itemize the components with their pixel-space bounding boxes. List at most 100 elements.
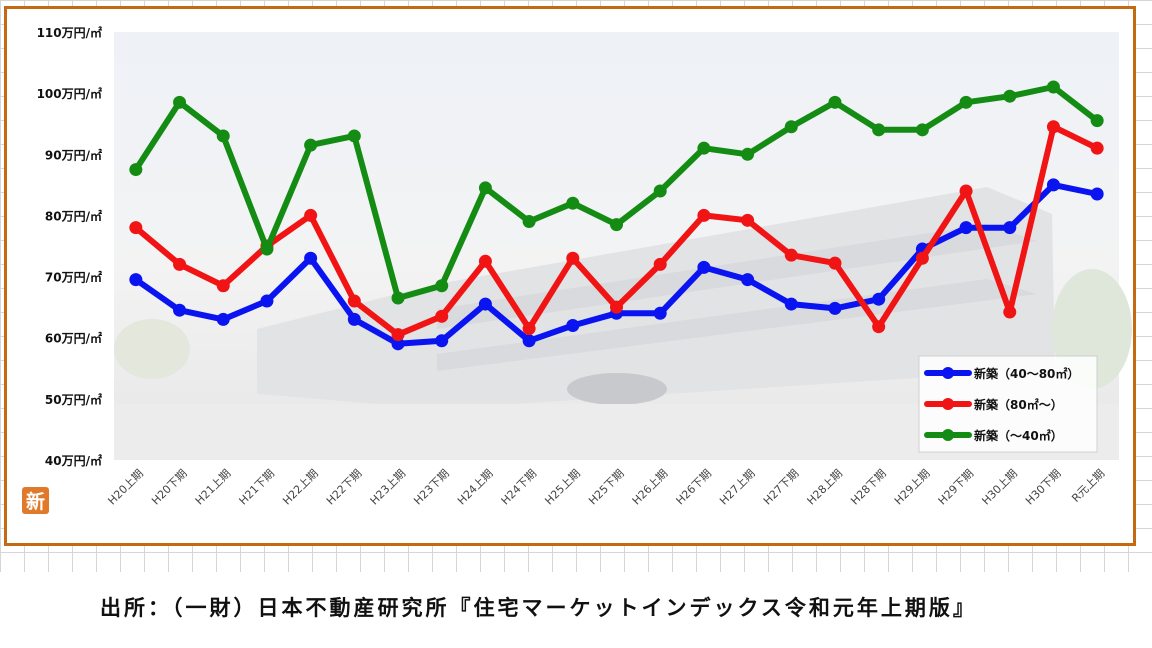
data-point xyxy=(741,273,755,287)
data-point xyxy=(1090,114,1104,128)
tree-shape xyxy=(114,319,190,379)
data-point xyxy=(129,221,143,235)
x-tick-label: H30上期 xyxy=(979,467,1020,508)
legend-label: 新築（40～80㎡） xyxy=(974,366,1079,381)
x-tick-label: H29下期 xyxy=(936,467,977,508)
data-point xyxy=(784,120,798,134)
data-point xyxy=(697,141,711,155)
data-point xyxy=(435,279,449,293)
legend-swatch-marker xyxy=(942,429,954,441)
legend-label: 新築（80㎡～） xyxy=(974,397,1063,412)
y-tick-label: 90万円/㎡ xyxy=(45,147,102,162)
data-point xyxy=(1003,89,1017,103)
data-point xyxy=(828,301,842,315)
data-point xyxy=(522,322,536,336)
chart-frame: 40万円/㎡ 50万円/㎡ 60万円/㎡ 70万円/㎡ 80万円/㎡ 90万円/㎡ 100万… xyxy=(4,6,1136,546)
data-point xyxy=(872,292,886,306)
data-point xyxy=(784,248,798,262)
data-point xyxy=(872,320,886,334)
x-tick-label: H23下期 xyxy=(411,467,452,508)
x-tick-label: H20上期 xyxy=(105,467,146,508)
data-point xyxy=(391,337,405,351)
legend-swatch-marker xyxy=(942,398,954,410)
data-point xyxy=(566,251,580,265)
data-point xyxy=(784,297,798,311)
x-tick-label: H27上期 xyxy=(717,467,758,508)
data-point xyxy=(129,273,143,287)
data-point xyxy=(522,215,536,229)
data-point xyxy=(697,260,711,274)
legend-swatch-marker xyxy=(942,367,954,379)
y-tick-label: 100万円/㎡ xyxy=(37,86,102,101)
x-tick-label: H21上期 xyxy=(193,467,234,508)
x-tick-label: H26下期 xyxy=(674,467,715,508)
data-point xyxy=(1090,187,1104,201)
data-point xyxy=(653,306,667,320)
data-point xyxy=(304,208,318,222)
data-point xyxy=(566,318,580,332)
data-point xyxy=(610,300,623,314)
data-point xyxy=(260,242,274,256)
data-point xyxy=(391,328,405,342)
data-point xyxy=(828,256,842,270)
y-tick-label: 80万円/㎡ xyxy=(45,208,102,223)
x-tick-label: H30下期 xyxy=(1023,467,1064,508)
legend-label: 新築（～40㎡） xyxy=(974,428,1063,443)
data-point xyxy=(347,312,361,326)
x-tick-label: H29上期 xyxy=(892,467,933,508)
x-tick-label: H25下期 xyxy=(586,467,627,508)
data-point xyxy=(1003,305,1017,319)
x-tick-label: H24上期 xyxy=(455,467,496,508)
data-point xyxy=(173,257,187,271)
x-tick-label: H21下期 xyxy=(237,467,278,508)
x-tick-label: H24下期 xyxy=(499,467,540,508)
y-tick-label: 60万円/㎡ xyxy=(45,331,102,346)
x-tick-label: H22下期 xyxy=(324,467,365,508)
new-badge-label: 新 xyxy=(26,490,45,513)
data-point xyxy=(391,291,405,305)
data-point xyxy=(129,163,143,177)
x-tick-label: R元上期 xyxy=(1069,467,1107,505)
y-tick-label: 40万円/㎡ xyxy=(45,453,102,468)
x-tick-label: H26上期 xyxy=(630,467,671,508)
data-point xyxy=(915,123,929,137)
x-tick-label: H28上期 xyxy=(805,467,846,508)
data-point xyxy=(478,181,492,195)
data-point xyxy=(173,303,187,317)
data-point xyxy=(347,294,361,308)
data-point xyxy=(959,221,973,235)
data-point xyxy=(915,251,929,265)
new-badge-icon xyxy=(22,487,49,514)
data-point xyxy=(478,254,492,268)
data-point xyxy=(435,309,449,323)
data-point xyxy=(828,95,842,109)
building-floor-band xyxy=(437,279,1037,371)
data-point xyxy=(653,184,667,198)
data-point xyxy=(1046,178,1060,192)
data-point xyxy=(522,334,536,348)
data-point xyxy=(347,129,361,143)
data-point xyxy=(1046,80,1060,94)
data-point xyxy=(697,208,711,222)
x-tick-label: H20下期 xyxy=(149,467,190,508)
data-point xyxy=(872,123,886,137)
line-chart: 40万円/㎡ 50万円/㎡ 60万円/㎡ 70万円/㎡ 80万円/㎡ 90万円/㎡ 100万… xyxy=(22,25,1132,514)
source-bar: 出所：（一財）日本不動産研究所『住宅マーケットインデックス令和元年上期版』 xyxy=(0,572,1152,648)
source-caption: 出所：（一財）日本不動産研究所『住宅マーケットインデックス令和元年上期版』 xyxy=(100,596,977,620)
data-point xyxy=(304,251,318,265)
data-point xyxy=(173,95,187,109)
car-shape xyxy=(567,373,667,405)
data-point xyxy=(566,196,580,210)
data-point xyxy=(741,147,755,161)
data-point xyxy=(216,312,230,326)
data-point xyxy=(478,297,492,311)
data-point xyxy=(959,184,973,198)
data-point xyxy=(653,257,667,271)
data-point xyxy=(610,218,623,232)
x-tick-label: H28下期 xyxy=(848,467,889,508)
data-point xyxy=(1003,221,1017,235)
data-point xyxy=(1090,141,1104,155)
data-point xyxy=(959,95,973,109)
x-tick-label: H22上期 xyxy=(280,467,321,508)
data-point xyxy=(741,213,755,227)
